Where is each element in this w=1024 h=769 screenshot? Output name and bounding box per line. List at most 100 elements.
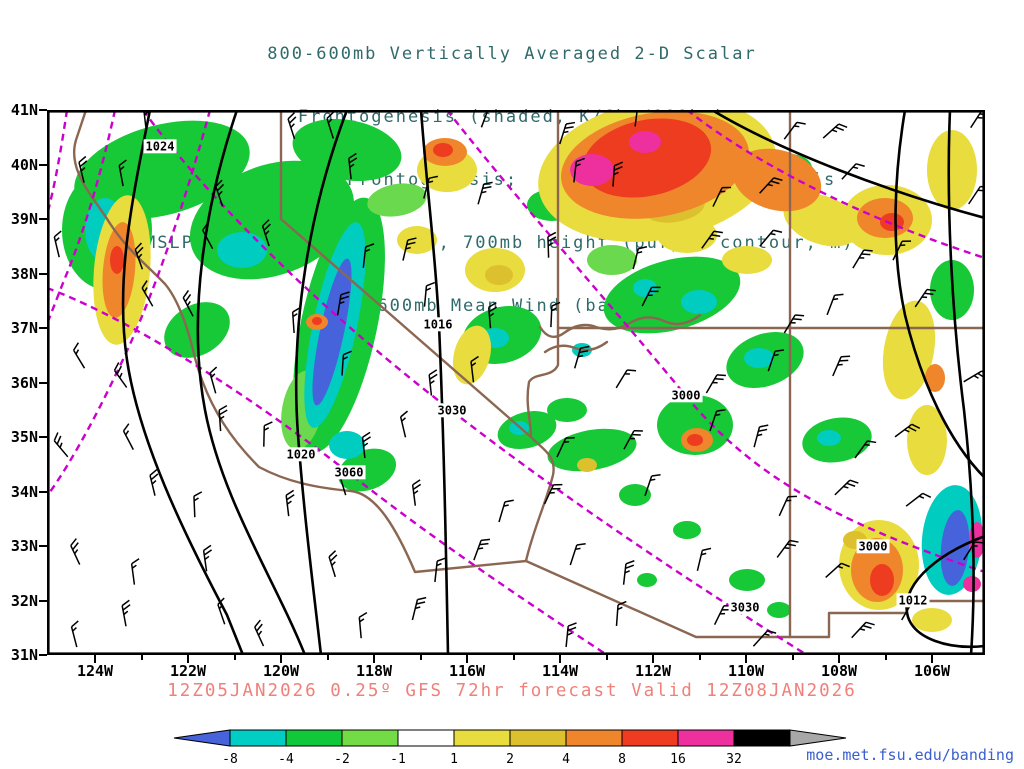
wind-barb [905, 490, 932, 514]
lat-tick [39, 327, 47, 329]
wind-barb [130, 558, 144, 586]
wind-barb [411, 594, 427, 623]
lon-tick [140, 655, 143, 660]
lon-axis-label: 122W [169, 662, 207, 680]
colorbar-segment [285, 729, 343, 747]
colorbar-tick-label: -1 [390, 752, 406, 767]
wind-barb [423, 281, 436, 309]
map-plot [47, 110, 985, 655]
lon-axis-label: 106W [913, 662, 951, 680]
wind-barb [70, 341, 93, 369]
wind-barb [615, 365, 637, 393]
wind-barb [252, 619, 272, 647]
wind-barb [826, 290, 845, 319]
wind-barb [752, 627, 777, 653]
lon-axis-label: 108W [820, 662, 858, 680]
colorbar-segment [453, 729, 511, 747]
colorbar-tick-label: 8 [618, 752, 626, 767]
title-line-1: 800-600mb Vertically Averaged 2-D Scalar [267, 44, 757, 64]
colorado-river-meander [538, 313, 702, 339]
wind-barb [759, 226, 783, 253]
wind-barb [776, 536, 800, 563]
colorbar-segment [509, 729, 567, 747]
lon-axis-label: 124W [76, 662, 114, 680]
lat-tick [39, 109, 47, 111]
colorbar-tick-label: 2 [506, 752, 514, 767]
colorbar-tick-label: -8 [222, 752, 238, 767]
wind-barb [411, 479, 424, 507]
lon-tick [233, 655, 236, 660]
shading-blue-frontolysis [312, 258, 970, 586]
lon-tick [419, 655, 422, 660]
lat-tick [39, 436, 47, 438]
colorado-river-border [524, 435, 555, 563]
colorbar: -8 -4 -2 -1 1 2 4 8 16 32 [173, 729, 847, 767]
wind-barb [68, 537, 88, 566]
lon-axis-label: 112W [634, 662, 672, 680]
lon-tick [791, 655, 794, 660]
lat-axis-label: 39N [10, 210, 38, 228]
lon-tick [605, 655, 608, 660]
site-link[interactable]: moe.met.fsu.edu/banding [806, 746, 1014, 764]
lon-tick [652, 655, 654, 663]
wind-barb [473, 535, 491, 564]
colorbar-segment [341, 729, 399, 747]
wind-barb [398, 410, 415, 439]
wind-barb [569, 540, 587, 569]
lon-axis-label: 114W [541, 662, 579, 680]
lon-tick [187, 655, 189, 663]
lon-tick [512, 655, 515, 660]
colorbar-segment [733, 729, 791, 747]
colorbar-segment [677, 729, 735, 747]
wind-barb [498, 497, 515, 526]
wind-barb [783, 310, 805, 338]
lat-tick [39, 381, 47, 384]
grand-canyon-river [543, 340, 609, 354]
wind-barb [120, 422, 142, 451]
wind-barb [50, 431, 75, 458]
colorbar-tick-label: 32 [726, 752, 742, 767]
lat-tick [39, 654, 47, 656]
lat-axis-label: 37N [10, 319, 38, 337]
lon-axis-label: 116W [448, 662, 486, 680]
wind-barb [263, 420, 274, 448]
wind-barb [696, 545, 712, 574]
colorbar-segment [565, 729, 623, 747]
wind-barb [783, 118, 807, 145]
lon-tick [94, 655, 96, 663]
wind-barb [69, 620, 86, 648]
lon-tick [698, 655, 701, 660]
wind-barb [962, 368, 985, 390]
lat-tick [39, 545, 47, 547]
wind-barb [705, 370, 727, 398]
wind-barb [428, 369, 441, 397]
wind-barb [284, 489, 298, 517]
lon-tick [838, 655, 840, 663]
lat-tick [39, 272, 47, 275]
lat-tick [39, 599, 47, 602]
lon-tick [931, 655, 933, 663]
colorbar-left-arrow [173, 729, 231, 747]
lat-axis-label: 34N [10, 482, 38, 501]
lon-tick [745, 655, 747, 663]
lon-axis-label: 120W [262, 662, 300, 680]
lat-axis-label: 35N [10, 428, 38, 446]
wind-barb [832, 352, 851, 380]
wind-barb [852, 245, 874, 273]
colorbar-segment [621, 729, 679, 747]
state-borders [73, 110, 985, 639]
lat-axis-label: 38N [10, 264, 38, 283]
wind-barb [358, 611, 370, 639]
colorbar-tick-label: -2 [334, 752, 350, 767]
lon-axis-label: 110W [727, 662, 765, 680]
lon-axis-label: 118W [355, 662, 393, 680]
wind-barb [477, 179, 494, 208]
mslp-contours [121, 110, 985, 655]
wind-barb [193, 491, 204, 518]
lat-axis-label: 31N [10, 646, 38, 664]
mexico-arizona-border [524, 559, 792, 639]
lat-axis-label: 41N [10, 101, 38, 119]
wind-barb [713, 601, 734, 629]
lon-tick [466, 655, 468, 663]
lat-axis-label: 33N [10, 537, 38, 555]
